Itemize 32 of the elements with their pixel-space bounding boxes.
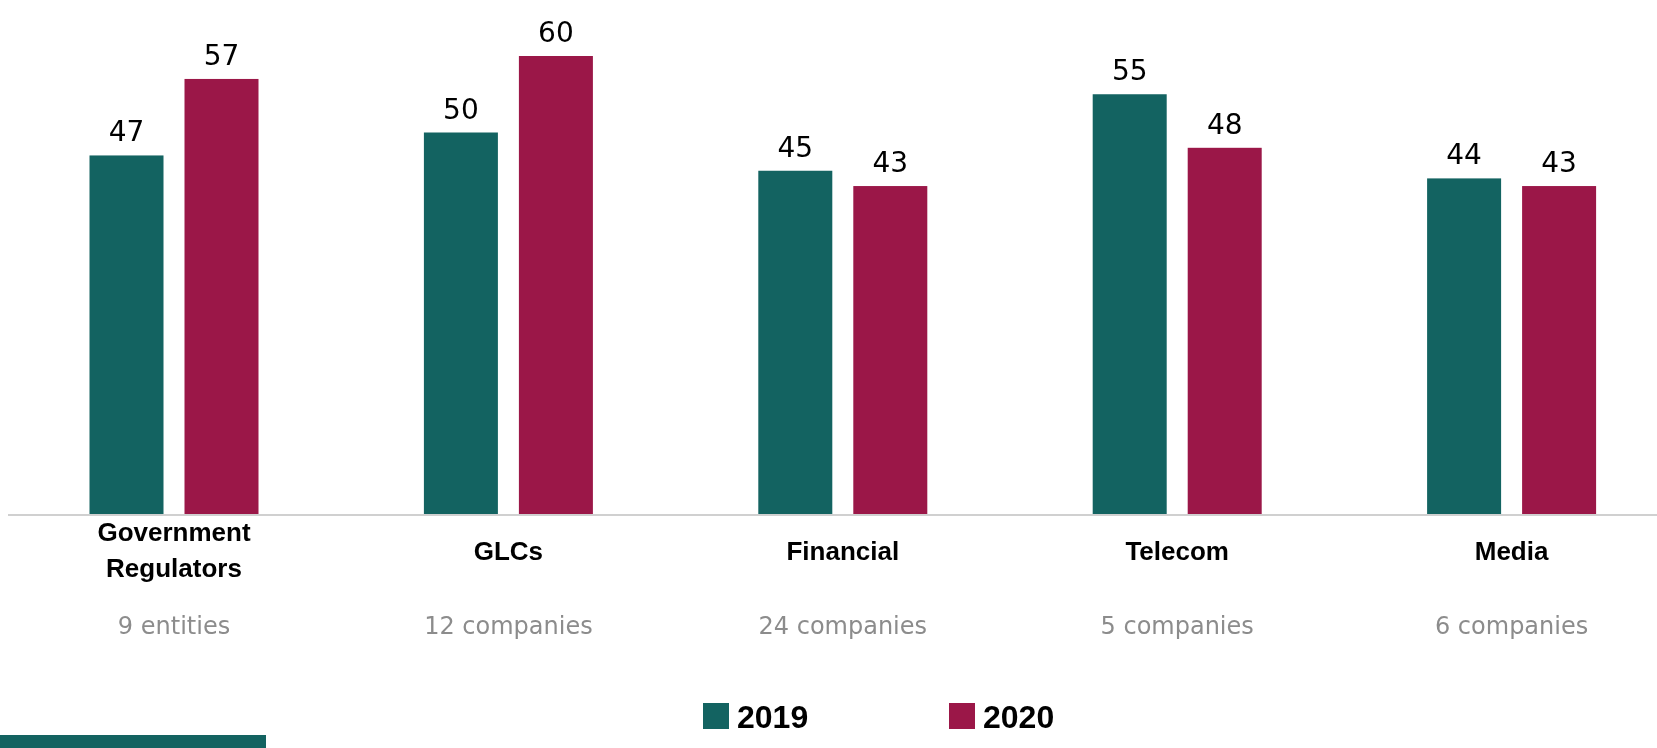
data-label: 48	[1206, 107, 1243, 141]
x-tick-label: GLCs	[473, 536, 544, 566]
data-label: 55	[1111, 54, 1148, 88]
bar	[518, 56, 593, 515]
data-label: 43	[872, 146, 909, 180]
data-label: 60	[538, 16, 574, 49]
data-label: 50	[443, 92, 479, 126]
x-tick-label: Telecom	[1125, 536, 1229, 566]
bar	[853, 186, 928, 515]
x-tick-label: Media	[1474, 536, 1549, 566]
data-label: 43	[1541, 146, 1577, 180]
text: 9 entities	[117, 612, 231, 640]
text: 12 companies	[424, 612, 593, 640]
bar	[89, 155, 164, 515]
legend-label: 2020	[983, 699, 1055, 735]
bar	[1427, 178, 1502, 515]
data-label: 57	[203, 38, 240, 72]
bar	[1092, 94, 1167, 515]
text: 24 companies	[758, 612, 928, 640]
text: 6 companies	[1434, 612, 1589, 640]
x-tick-label: Government Regulators	[97, 517, 251, 583]
legend-label: 2019	[737, 699, 809, 735]
data-label: 45	[777, 130, 814, 164]
bar	[423, 132, 498, 515]
bar	[1187, 147, 1262, 515]
bar	[758, 170, 833, 515]
data-label: 47	[108, 115, 145, 149]
text: 5 companies	[1100, 612, 1254, 640]
bar	[184, 78, 259, 515]
data-label: 44	[1446, 138, 1482, 172]
x-tick-label: Financial	[786, 536, 900, 566]
bar	[1522, 186, 1597, 515]
